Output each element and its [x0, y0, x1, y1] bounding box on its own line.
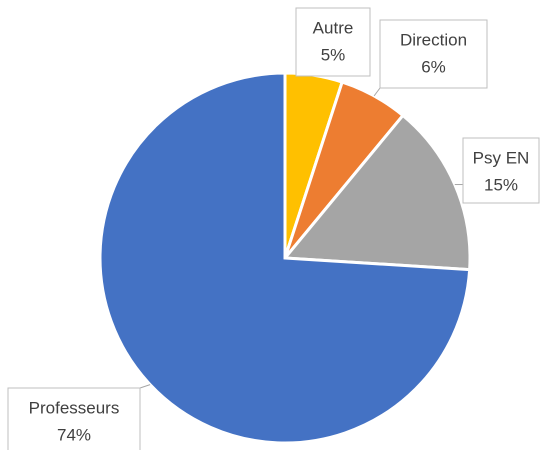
slice-label: Psy EN: [473, 148, 530, 167]
leader-line: [139, 384, 151, 389]
slice-value-label: 6%: [421, 57, 446, 76]
slice-value-label: 5%: [321, 45, 346, 64]
label-box: [379, 19, 488, 89]
pie-slice: [98, 71, 472, 445]
slice-value-label: 15%: [484, 175, 518, 194]
slice-value-label: 74%: [57, 425, 91, 444]
label-box: [7, 387, 141, 450]
pie-slice: [281, 113, 472, 272]
slice-label: Autre: [313, 18, 354, 37]
slice-label: Professeurs: [29, 398, 120, 417]
label-box: [462, 137, 540, 204]
label-box: [295, 7, 371, 77]
leader-line: [373, 87, 381, 97]
slice-label: Direction: [400, 30, 467, 49]
